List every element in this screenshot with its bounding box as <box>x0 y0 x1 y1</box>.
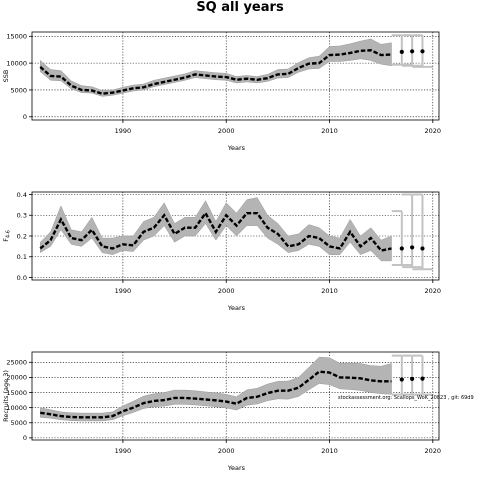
forecast-point <box>410 376 415 382</box>
x-tick-label: 2010 <box>321 127 338 135</box>
x-tick-label: 2020 <box>425 127 442 135</box>
x-tick-label: 2010 <box>321 447 338 455</box>
y-tick-label: 0.2 <box>17 232 27 240</box>
x-tick-label: 2000 <box>218 287 235 295</box>
estimate-line <box>40 370 392 419</box>
y-tick-label: 15000 <box>6 389 27 397</box>
forecast-point <box>420 246 425 251</box>
forecast-point <box>410 49 415 54</box>
confidence-band <box>40 356 392 422</box>
figure-title: SQ all years <box>196 0 284 15</box>
x-tick-label: 1990 <box>115 127 132 135</box>
y-tick-label: 0.3 <box>17 212 27 220</box>
y-tick-label: 5000 <box>10 419 27 427</box>
y-tick-label: 10000 <box>6 59 27 67</box>
confidence-band <box>40 197 392 262</box>
y-tick-label: 20000 <box>6 374 27 382</box>
x-tick-label: 2010 <box>321 287 338 295</box>
y-axis-title: SSB <box>2 70 10 83</box>
panel-1: 1990 2000 2010 2020 0 5000 10000 15000 Years SSB <box>2 31 442 152</box>
forecast-point <box>399 49 404 54</box>
x-tick-label: 2020 <box>425 287 442 295</box>
y-tick-label: 0.0 <box>17 274 27 282</box>
source-note: stockassessment.org: Scallops_WoK_20823 … <box>338 395 474 401</box>
forecast-point <box>399 377 404 382</box>
y-tick-label: 0.1 <box>17 253 27 261</box>
y-axis-title: F4-6 <box>2 230 12 242</box>
forecast-point <box>420 376 425 381</box>
plot-frame <box>31 351 440 441</box>
estimate-line <box>39 210 392 252</box>
y-tick-label: 25000 <box>6 359 27 367</box>
panel-3: 1990 2000 2010 2020 0 5000 10000 15000 20000 2500… <box>2 351 442 472</box>
y-tick-label: 0 <box>23 113 27 121</box>
x-axis-title: Years <box>227 144 246 152</box>
y-axis-title-subscript: 4-6 <box>6 230 12 238</box>
x-tick-label: 2000 <box>218 127 235 135</box>
y-tick-label: 15000 <box>6 33 27 41</box>
x-axis-title: Years <box>227 464 246 472</box>
plot-frame <box>31 31 440 121</box>
x-tick-label: 2020 <box>425 447 442 455</box>
y-tick-label: 0.4 <box>17 191 27 199</box>
x-tick-label: 1990 <box>115 287 132 295</box>
confidence-band <box>40 38 392 97</box>
forecast-point <box>420 49 425 54</box>
x-tick-label: 1990 <box>115 447 132 455</box>
y-tick-label: 0 <box>23 434 27 442</box>
x-axis-title: Years <box>227 304 246 312</box>
y-tick-label: 5000 <box>10 86 27 94</box>
forecast-point <box>399 246 404 251</box>
forecast-point <box>410 245 415 250</box>
panel-2: 1990 2000 2010 2020 0.0 0.1 0.2 0.3 0.4 Years F4-6 <box>2 191 441 312</box>
x-tick-label: 2000 <box>218 447 235 455</box>
y-tick-label: 10000 <box>6 404 27 412</box>
y-axis-title: Recruits (age 3) <box>2 370 10 422</box>
estimate-line <box>39 49 392 95</box>
